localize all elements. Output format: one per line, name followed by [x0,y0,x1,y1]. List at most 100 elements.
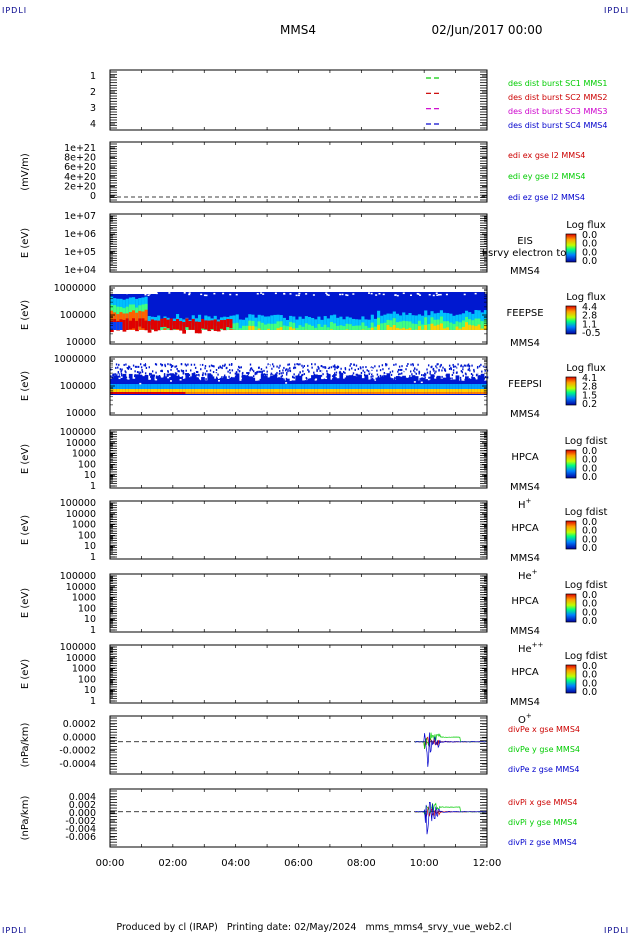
spectrogram-cell [386,363,388,366]
spectrogram-cell [414,389,419,392]
y-axis-label: E (eV) [20,515,31,545]
spectrogram-cell [116,322,121,330]
spectrogram-cell [424,374,426,377]
spectrogram-gap [370,368,373,370]
spectrogram-gap [298,292,301,295]
spectrogram-cell [155,376,158,379]
spectrogram-cell [175,372,178,375]
spectrogram-cell [124,370,126,373]
spectrogram-cell [126,366,128,369]
spectrogram-cell [110,392,114,394]
spectrogram-cell [314,292,318,330]
spectrogram-cell [471,364,473,367]
spectrogram-cell [336,384,340,389]
spectrogram-cell [336,392,340,394]
spectrogram-cell [175,389,180,392]
spectrogram-gap [188,293,191,296]
spectrogram-cell [368,372,370,375]
spectrogram-cell [185,369,187,372]
spectrogram-cell [263,369,265,372]
spectrogram-cell [164,363,166,366]
panel-frame [109,429,488,489]
spectrogram-cell [136,371,139,374]
spectrogram-cell [220,366,222,369]
colorbar-tick-label: 2.8 [582,382,597,393]
spectrogram-cell [260,315,265,330]
spectrogram-cell [175,292,180,330]
spectrogram-cell [467,364,469,367]
colorbar-title: Log fdist [565,651,608,662]
spectrogram-gap [117,374,120,376]
spectrogram-cell [366,369,368,372]
spectrogram-cell [397,373,400,376]
y-tick-label: 2 [90,87,96,98]
spectrogram-cell [303,373,306,376]
spectrogram-cell [139,363,142,366]
spectrogram-cell [221,367,223,370]
spectrogram-cell [307,364,309,367]
spectrogram-cell [326,318,331,330]
spectrogram-cell [276,384,281,389]
spectrogram-cell [317,365,319,368]
spectrogram-cell [367,292,372,330]
spectrogram-cell [443,389,447,392]
spectrogram-cell [433,384,438,389]
spectrogram-cell [373,326,378,330]
spectrogram-cell [171,364,174,367]
spectrogram-cell [150,392,155,394]
spectrogram-cell [245,392,249,394]
species-label: He+ [518,568,538,582]
spectrogram-cell [188,292,193,330]
spectrogram-cell [458,328,463,330]
spectrogram-gap [435,292,438,294]
spectrogram-cell [314,363,316,366]
spectrogram-cell [141,318,146,329]
spectrogram-gap [454,367,457,369]
y-tick-label: 100 [78,459,96,470]
spectrogram-cell [235,392,240,394]
spectrogram-cell [229,319,234,329]
spectrogram-gap [423,370,426,373]
spectrogram-gap [151,366,154,369]
spectrogram-cell [439,323,444,330]
spectrogram-cell [333,364,336,367]
spectrogram-cell [234,372,237,375]
spectrogram-cell [430,384,435,389]
spectrogram-cell [380,392,384,394]
spectrogram-cell [421,374,423,377]
y-tick-label: 100000 [60,498,96,509]
spectrogram-cell [119,322,124,330]
spectrogram-cell [204,384,208,389]
spectrogram-cell [279,384,284,389]
spectrogram-cell [317,392,322,394]
spectrogram-cell [204,292,208,330]
spectrogram-cell [389,327,394,330]
spectrogram-cell [427,315,432,330]
spectrogram-cell [452,365,455,368]
spectrogram-cell [267,363,269,366]
spectrogram-cell [254,373,256,376]
spectrogram-cell [381,375,384,378]
spectrogram-cell [323,384,328,389]
spectrogram-cell [439,389,444,392]
spectrogram-cell [362,366,364,369]
spectrogram-cell [380,315,384,330]
spectrogram-cell [399,389,403,392]
spectrogram-cell [455,389,460,392]
spectrogram-cell [235,384,240,389]
spectrogram-cell [185,384,190,389]
spectrogram-cell [480,363,482,366]
spectrogram-cell [148,366,150,369]
spectrogram-cell [182,292,186,330]
spectrogram-cell [177,369,179,372]
spectrogram-cell [252,370,255,373]
spectrogram-cell [465,389,469,392]
spectrogram-cell [474,384,479,389]
spectrogram-cell [169,363,171,366]
spectrogram-cell [281,374,284,377]
colorbar-tick-label: 0.2 [582,399,597,410]
legend-entry: des dist burst SC4 MMS4 [508,121,607,130]
spectrogram-cell [409,370,412,373]
spectrogram-cell [468,319,472,330]
spectrogram-cell [450,366,452,369]
